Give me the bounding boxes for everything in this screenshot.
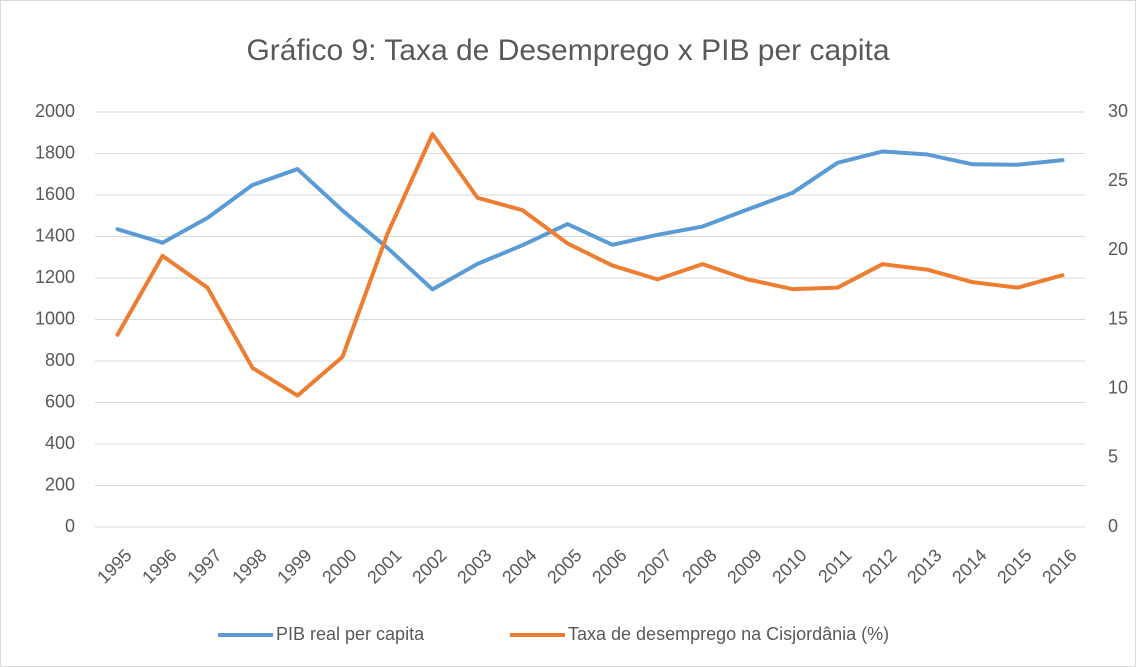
y2-tick-label: 25 [1108,170,1128,190]
y-tick-label: 1200 [35,267,75,287]
y-tick-label: 1000 [35,308,75,328]
chart-title: Gráfico 9: Taxa de Desemprego x PIB per … [246,34,889,67]
y-tick-label: 800 [45,350,75,370]
y-tick-label: 200 [45,474,75,494]
series-line [115,132,1065,398]
legend-label: Taxa de desemprego na Cisjordânia (%) [568,624,889,644]
y-tick-label: 1400 [35,225,75,245]
y2-tick-label: 15 [1108,308,1128,328]
y2-tick-label: 20 [1108,239,1128,259]
y2-tick-label: 10 [1108,377,1128,397]
y-tick-label: 1600 [35,184,75,204]
y2-tick-label: 5 [1108,447,1118,467]
y-tick-label: 400 [45,433,75,453]
y2-tick-label: 0 [1108,516,1118,536]
y-tick-label: 600 [45,391,75,411]
legend-label: PIB real per capita [276,624,425,644]
y-tick-label: 0 [65,516,75,536]
y-tick-label: 2000 [35,101,75,121]
y2-tick-label: 30 [1108,101,1128,121]
series-line [115,149,1065,292]
y-tick-label: 1800 [35,142,75,162]
